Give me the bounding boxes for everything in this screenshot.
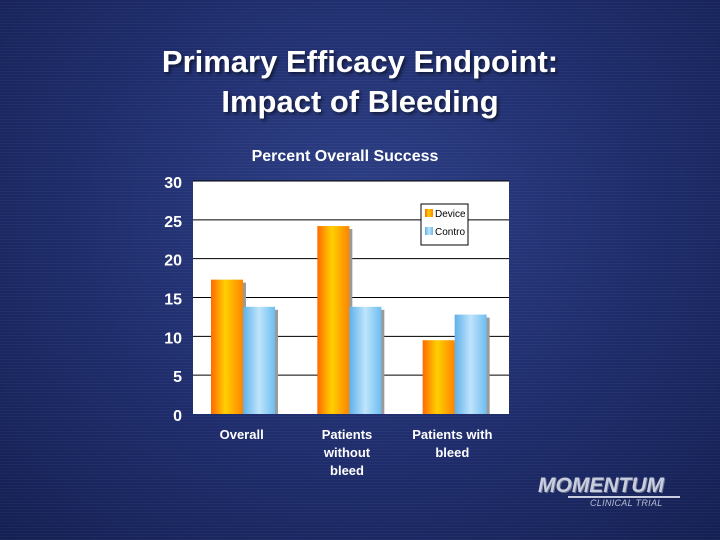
x-tick-label: Patients with bbox=[412, 427, 492, 442]
bar-control bbox=[349, 306, 382, 414]
x-tick-label: Patients bbox=[322, 427, 373, 442]
y-tick-label: 30 bbox=[164, 175, 182, 192]
x-tick-label: bleed bbox=[330, 463, 364, 478]
logo-main-text: MOMENTUM bbox=[538, 474, 664, 497]
y-tick-label: 20 bbox=[164, 253, 182, 270]
bar-control bbox=[243, 306, 275, 414]
y-tick-label: 25 bbox=[164, 214, 182, 231]
legend-swatch bbox=[425, 209, 433, 217]
legend-label: Contro bbox=[435, 227, 465, 238]
bar-device bbox=[422, 340, 455, 414]
x-tick-label: Overall bbox=[220, 427, 264, 442]
x-tick-label: bleed bbox=[435, 445, 469, 460]
y-tick-label: 15 bbox=[164, 292, 182, 309]
legend: Device Contro bbox=[420, 203, 469, 246]
chart-title: Percent Overall Success bbox=[252, 148, 439, 165]
bars bbox=[211, 226, 490, 414]
logo-sub-text: CLINICAL TRIAL bbox=[590, 498, 663, 508]
bar-device bbox=[211, 279, 243, 414]
title-line-1: Primary Efficacy Endpoint: bbox=[161, 44, 559, 79]
slide-title: Primary Efficacy Endpoint: Impact of Ble… bbox=[0, 42, 720, 122]
legend-swatch bbox=[425, 227, 433, 235]
logo-underline bbox=[568, 496, 680, 498]
x-axis: Overall Patients without bleed Patients with… bbox=[220, 427, 493, 478]
bar-control bbox=[454, 314, 487, 414]
y-axis: 0 5 10 15 20 25 30 bbox=[164, 175, 182, 425]
y-tick-label: 10 bbox=[164, 330, 182, 347]
y-tick-label: 0 bbox=[173, 408, 182, 425]
bar-device bbox=[317, 226, 350, 414]
title-line-2: Impact of Bleeding bbox=[221, 84, 499, 119]
momentum-logo: MOMENTUM CLINICAL TRIAL bbox=[538, 474, 688, 514]
x-tick-label: without bbox=[323, 445, 371, 460]
y-tick-label: 5 bbox=[173, 369, 182, 386]
legend-label: Device bbox=[435, 209, 466, 220]
